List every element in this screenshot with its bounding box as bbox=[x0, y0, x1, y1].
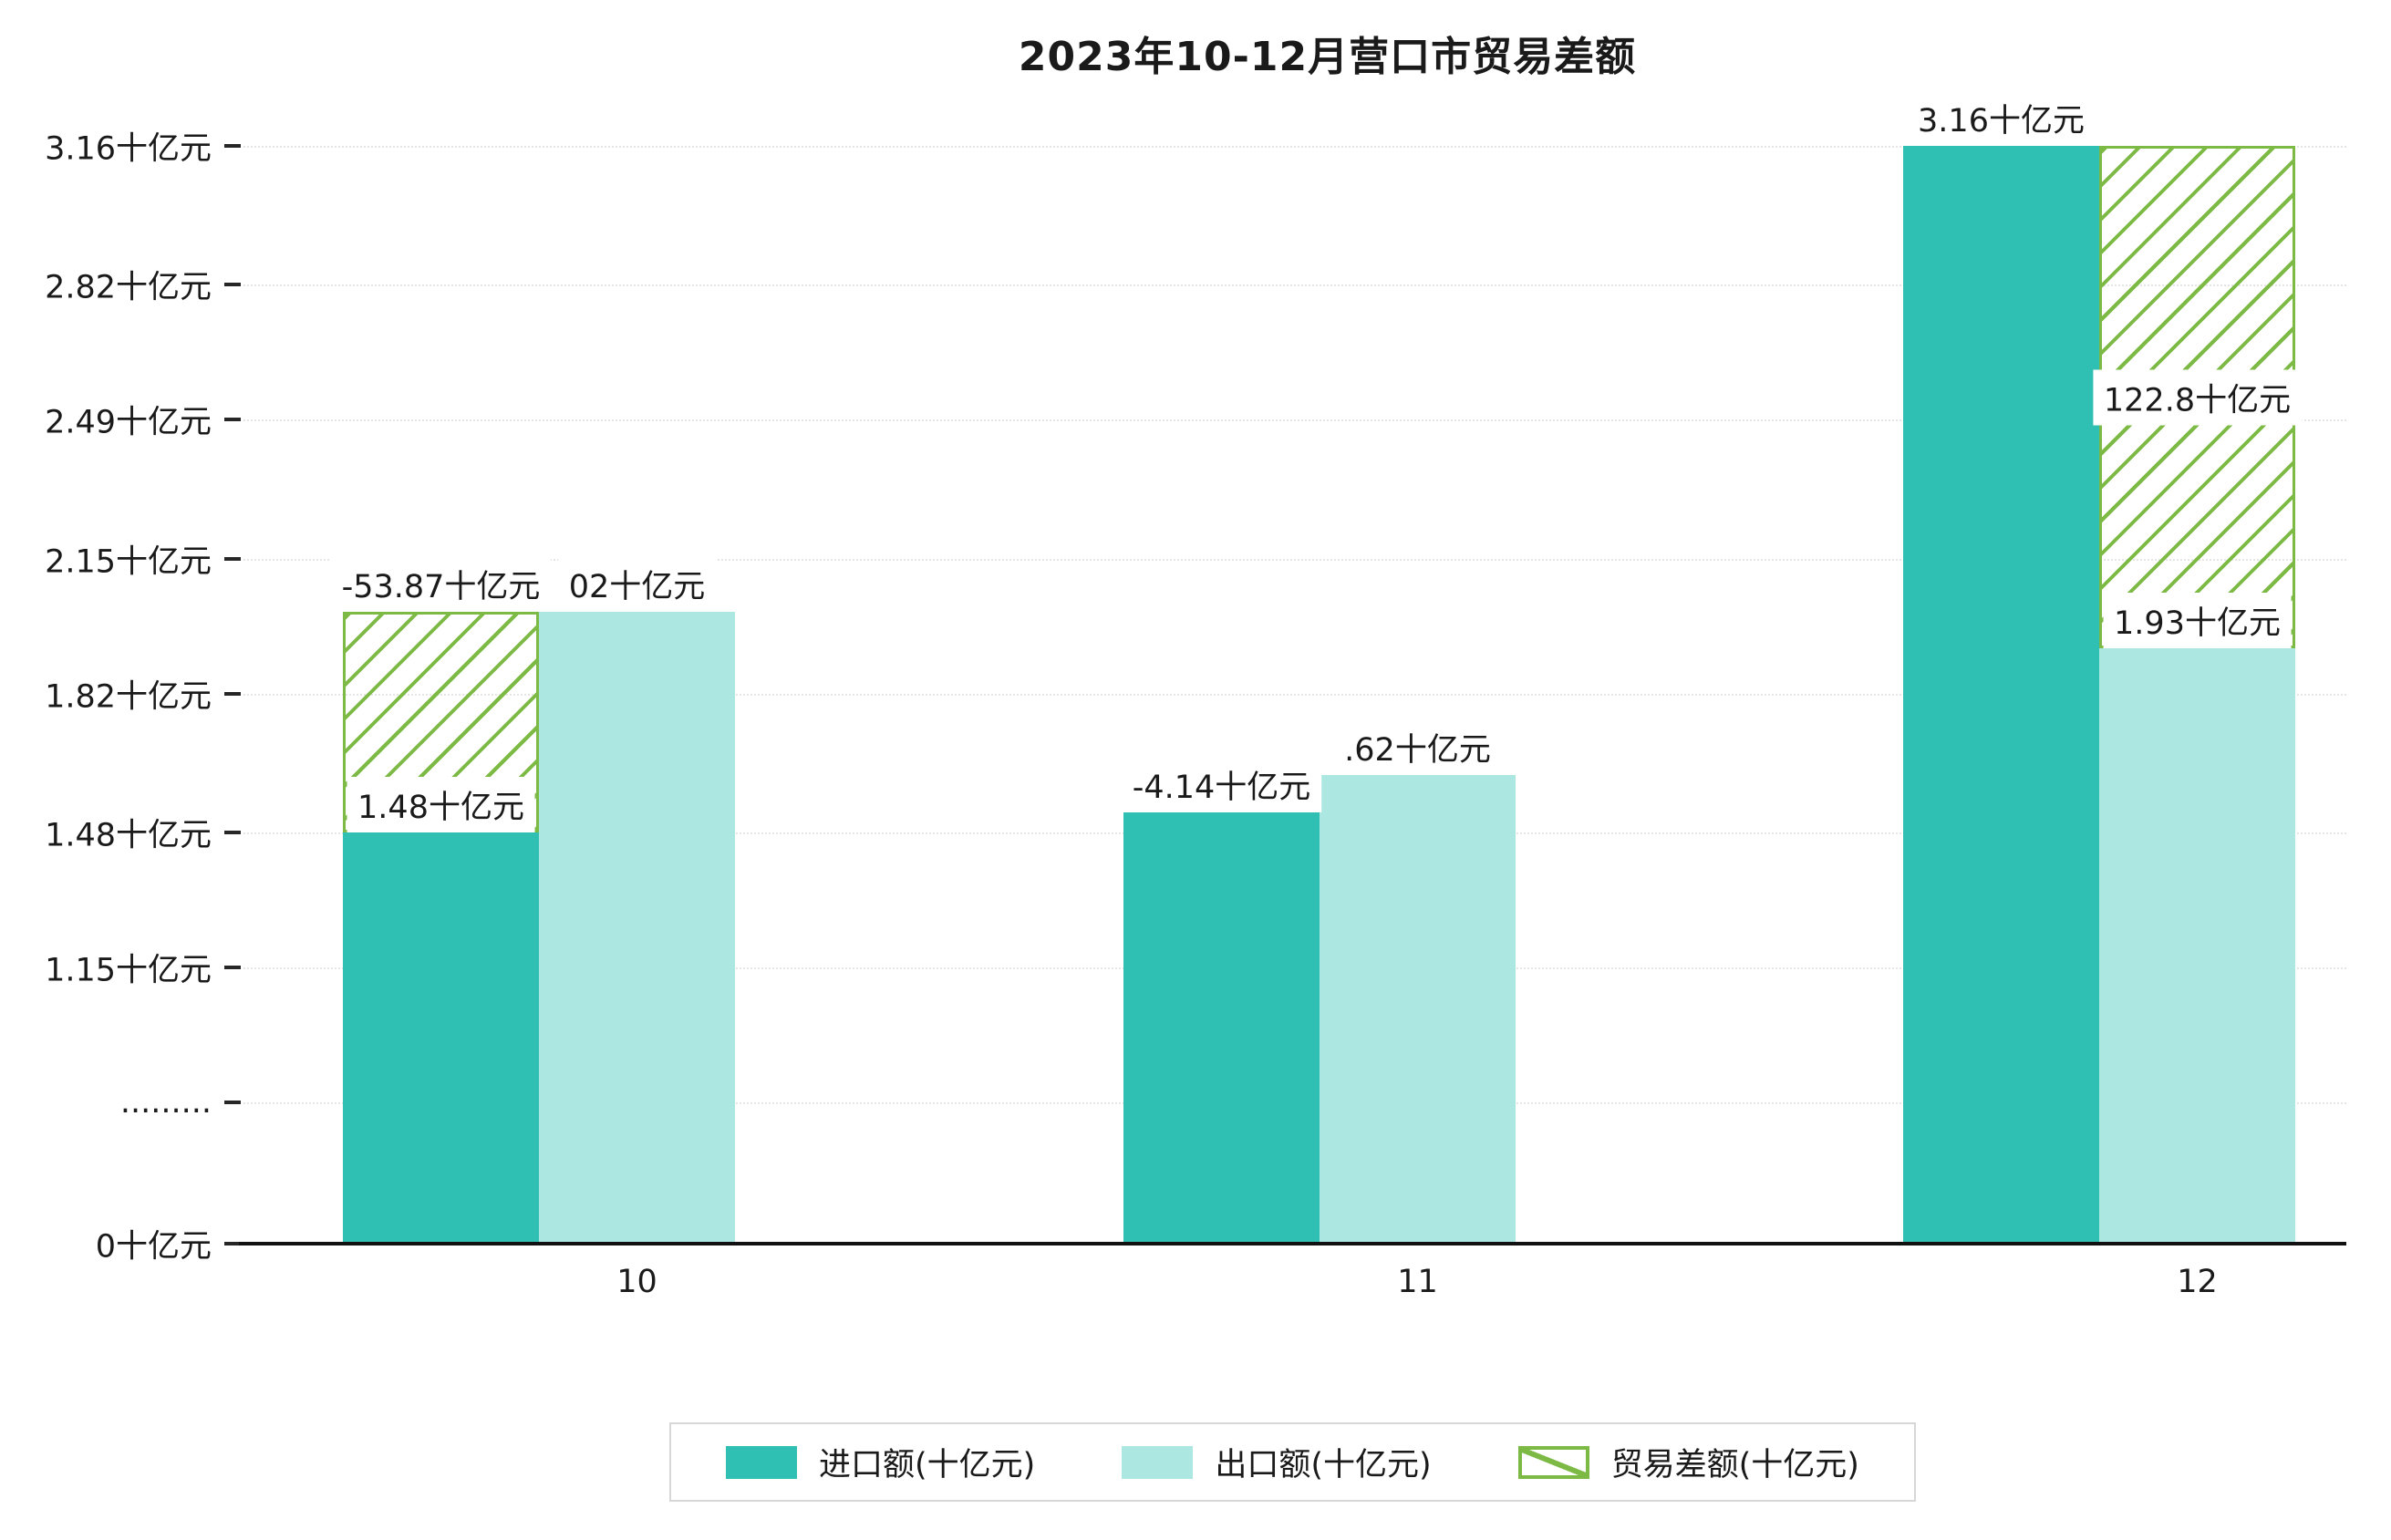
x-axis-line bbox=[239, 1242, 2346, 1245]
y-tick-label: 1.48十亿元 bbox=[45, 817, 212, 854]
y-tick-label: 1.15十亿元 bbox=[45, 952, 212, 989]
bar-export-10[interactable] bbox=[539, 612, 735, 1244]
y-tick-mark bbox=[224, 283, 241, 287]
y-tick-label: 1.82十亿元 bbox=[45, 678, 212, 716]
legend-item-export[interactable]: 出口额(十亿元) bbox=[1122, 1439, 1432, 1485]
y-tick-label: 3.16十亿元 bbox=[45, 130, 212, 168]
y-tick-label: 2.15十亿元 bbox=[45, 543, 212, 581]
legend-box: 进口额(十亿元) 出口额(十亿元) 贸易差额(十亿元) bbox=[669, 1422, 1916, 1502]
import-series-swatch-icon bbox=[726, 1445, 798, 1479]
y-tick-mark bbox=[224, 556, 241, 561]
y-tick-mark bbox=[224, 418, 241, 422]
y-tick-mark bbox=[224, 144, 241, 148]
x-tick-label-11: 11 bbox=[1397, 1264, 1438, 1300]
bar-label-import-12: 3.16十亿元 bbox=[1907, 90, 2096, 146]
legend: 进口额(十亿元) 出口额(十亿元) 贸易差额(十亿元) bbox=[239, 1422, 2346, 1502]
y-tick-label: 2.82十亿元 bbox=[45, 269, 212, 306]
x-tick-label-10: 10 bbox=[616, 1264, 657, 1300]
bar-import-10[interactable] bbox=[343, 832, 539, 1244]
bar-import-11[interactable] bbox=[1123, 811, 1320, 1244]
y-tick-mark bbox=[224, 831, 241, 835]
bar-label-import-10: 1.48十亿元 bbox=[347, 777, 535, 833]
bar-label-export-10: 02十亿元 bbox=[557, 556, 717, 612]
y-tick-mark bbox=[224, 691, 241, 696]
gridline bbox=[239, 419, 2346, 422]
gridline bbox=[239, 693, 2346, 696]
bar-label-diff-10: -53.87十亿元 bbox=[330, 556, 552, 612]
export-series-swatch-icon bbox=[1122, 1445, 1194, 1479]
bar-label-import-11: -4.14十亿元 bbox=[1121, 756, 1322, 812]
gridline bbox=[239, 284, 2346, 287]
y-tick-label: 2.49十亿元 bbox=[45, 404, 212, 441]
legend-label-export: 出口额(十亿元) bbox=[1215, 1447, 1432, 1483]
legend-item-diff[interactable]: 贸易差额(十亿元) bbox=[1517, 1439, 1859, 1485]
legend-label-diff: 贸易差额(十亿元) bbox=[1610, 1447, 1859, 1483]
y-tick-label: 0十亿元 bbox=[95, 1228, 212, 1266]
gridline bbox=[239, 558, 2346, 561]
diff-series-hatch-swatch-icon bbox=[1517, 1445, 1589, 1479]
y-tick-mark bbox=[224, 1242, 241, 1245]
gridline bbox=[239, 146, 2346, 148]
x-tick-label-12: 12 bbox=[2177, 1264, 2218, 1300]
legend-label-import: 进口额(十亿元) bbox=[819, 1447, 1036, 1483]
bar-export-12[interactable] bbox=[2099, 648, 2295, 1244]
chart-title: 2023年10-12月营口市贸易差额 bbox=[1018, 34, 1637, 80]
bar-label-export-11: .62十亿元 bbox=[1333, 719, 1502, 776]
y-tick-label: ......... bbox=[119, 1084, 212, 1121]
bar-label-export-12: 1.93十亿元 bbox=[2103, 593, 2292, 649]
legend-item-import[interactable]: 进口额(十亿元) bbox=[726, 1439, 1035, 1485]
bar-export-11[interactable] bbox=[1320, 775, 1516, 1244]
y-tick-mark bbox=[224, 966, 241, 969]
y-tick-mark bbox=[224, 1101, 241, 1104]
bar-label-diff-12: 122.8十亿元 bbox=[2092, 369, 2303, 426]
bar-import-12[interactable] bbox=[1903, 146, 2099, 1244]
